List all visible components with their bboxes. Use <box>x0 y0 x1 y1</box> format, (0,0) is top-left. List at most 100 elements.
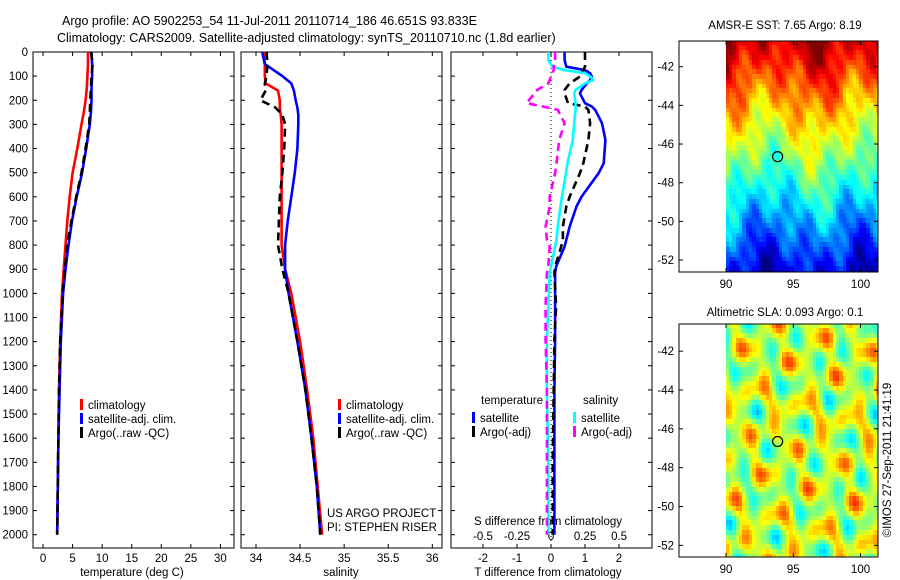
legend-label: climatology <box>88 400 146 412</box>
series-line-argo-raw-qc- <box>259 51 322 535</box>
x-tick-label: 36 <box>426 553 439 565</box>
legend-label: Argo(-adj) <box>480 427 531 439</box>
salinity-xlabel: salinity <box>323 567 358 579</box>
y-tick-label: 1800 <box>2 481 28 493</box>
legend-label: Argo(..raw -QC) <box>346 428 427 440</box>
x-tick-label: -2 <box>478 553 488 565</box>
legend-swatch <box>80 413 83 424</box>
x-tick-label: 34.5 <box>289 553 311 565</box>
copyright-text: ©IMOS 27-Sep-2011 21:41:19 <box>882 383 894 538</box>
s-axis-tick-label: 0.5 <box>611 531 627 543</box>
legend-swatch <box>80 427 83 438</box>
legend-label: satellite-adj. clim. <box>346 414 434 426</box>
map-y-tick-label: -46 <box>657 139 674 151</box>
y-tick-label: 2000 <box>2 530 28 542</box>
x-tick-label: 25 <box>184 553 197 565</box>
map-x-tick-label: 100 <box>851 279 870 291</box>
title-line-1: Argo profile: AO 5902253_54 11-Jul-2011 … <box>62 14 477 28</box>
sla-map-title: Altimetric SLA: 0.093 Argo: 0.1 <box>707 307 864 319</box>
legend-label: satellite <box>480 413 519 425</box>
legend-swatch <box>573 412 576 423</box>
sst-map-image <box>726 41 878 272</box>
y-tick-label: 1200 <box>2 337 28 349</box>
legend-swatch <box>338 399 341 410</box>
series-line-salinity-satellite <box>545 52 595 535</box>
y-tick-label: 700 <box>9 216 28 228</box>
title-line-2: Climatology: CARS2009. Satellite-adjuste… <box>57 31 556 45</box>
map-axes-box <box>678 323 879 558</box>
y-tick-label: 600 <box>9 192 28 204</box>
y-tick-label: 1600 <box>2 433 28 445</box>
map-x-tick-label: 95 <box>787 279 800 291</box>
legend-swatch <box>472 426 475 437</box>
x-tick-label: 1 <box>582 553 588 565</box>
series-line-argo-raw-qc- <box>55 51 94 535</box>
argo-location-marker <box>771 151 784 163</box>
y-tick-label: 1400 <box>2 385 28 397</box>
legend-header-temperature: temperature <box>481 395 543 407</box>
legend-label: satellite-adj. clim. <box>88 414 176 426</box>
map-y-tick-label: -46 <box>657 424 674 436</box>
x-tick-label: 34 <box>250 553 263 565</box>
y-tick-label: 200 <box>9 95 28 107</box>
map-y-tick-label: -42 <box>657 346 674 358</box>
t-diff-xlabel: T difference from climatology <box>474 567 621 579</box>
legend-label: satellite <box>581 413 620 425</box>
y-tick-label: 800 <box>9 240 28 252</box>
y-tick-label: 1300 <box>2 361 28 373</box>
map-y-tick-label: -52 <box>657 255 674 267</box>
pi-text: PI: STEPHEN RISER <box>327 522 437 534</box>
temperature-axes-box <box>32 51 235 549</box>
credit-text: US ARGO PROJECT <box>327 508 436 520</box>
x-tick-label: 10 <box>96 553 109 565</box>
y-tick-label: 100 <box>9 71 28 83</box>
y-tick-label: 500 <box>9 168 28 180</box>
sla-map-image <box>726 324 878 557</box>
map-x-tick-label: 90 <box>720 279 733 291</box>
legend-swatch <box>80 399 83 410</box>
map-y-tick-label: -48 <box>657 463 674 475</box>
legend-swatch <box>472 412 475 423</box>
map-y-tick-label: -50 <box>657 502 674 514</box>
legend-label: Argo(-adj) <box>581 427 632 439</box>
series-line-temperature-argo-adj- <box>551 52 592 535</box>
legend-label: Argo(..raw -QC) <box>88 428 169 440</box>
series-line-temperature-satellite <box>553 52 607 535</box>
series-line-salinity-argo-adj- <box>525 52 566 535</box>
map-y-tick-label: -44 <box>657 100 674 112</box>
y-tick-label: 1700 <box>2 457 28 469</box>
x-tick-label: 35 <box>338 553 351 565</box>
legend-swatch <box>338 413 341 424</box>
y-tick-label: 900 <box>9 264 28 276</box>
map-y-tick-label: -42 <box>657 62 674 74</box>
s-axis-tick-label: -0.5 <box>473 531 493 543</box>
map-y-tick-label: -52 <box>657 540 674 552</box>
y-tick-label: 400 <box>9 144 28 156</box>
legend-swatch <box>338 427 341 438</box>
map-axes-box <box>678 40 879 273</box>
x-tick-label: 30 <box>214 553 227 565</box>
series-line-satellite-adj-clim- <box>55 51 94 535</box>
argo-location-marker <box>771 435 784 448</box>
x-tick-label: 15 <box>125 553 138 565</box>
y-tick-label: 1900 <box>2 506 28 518</box>
s-axis-tick-label: -0.25 <box>504 531 530 543</box>
y-tick-label: 1100 <box>3 312 28 324</box>
y-tick-label: 0 <box>22 47 28 59</box>
y-tick-label: 300 <box>9 119 28 131</box>
legend-label: climatology <box>346 400 404 412</box>
s-axis-tick-label: 0.25 <box>574 531 596 543</box>
temperature-xlabel: temperature (deg C) <box>80 567 184 579</box>
map-y-tick-label: -44 <box>657 385 674 397</box>
x-tick-label: 0 <box>40 553 46 565</box>
x-tick-label: 20 <box>155 553 168 565</box>
y-tick-label: 1000 <box>2 288 28 300</box>
map-y-tick-label: -48 <box>657 178 674 190</box>
sst-map-title: AMSR-E SST: 7.65 Argo: 8.19 <box>708 20 861 32</box>
salinity-axes-box <box>240 51 443 549</box>
map-x-tick-label: 90 <box>720 564 733 576</box>
map-y-tick-label: -50 <box>657 216 674 228</box>
legend-swatch <box>573 426 576 437</box>
